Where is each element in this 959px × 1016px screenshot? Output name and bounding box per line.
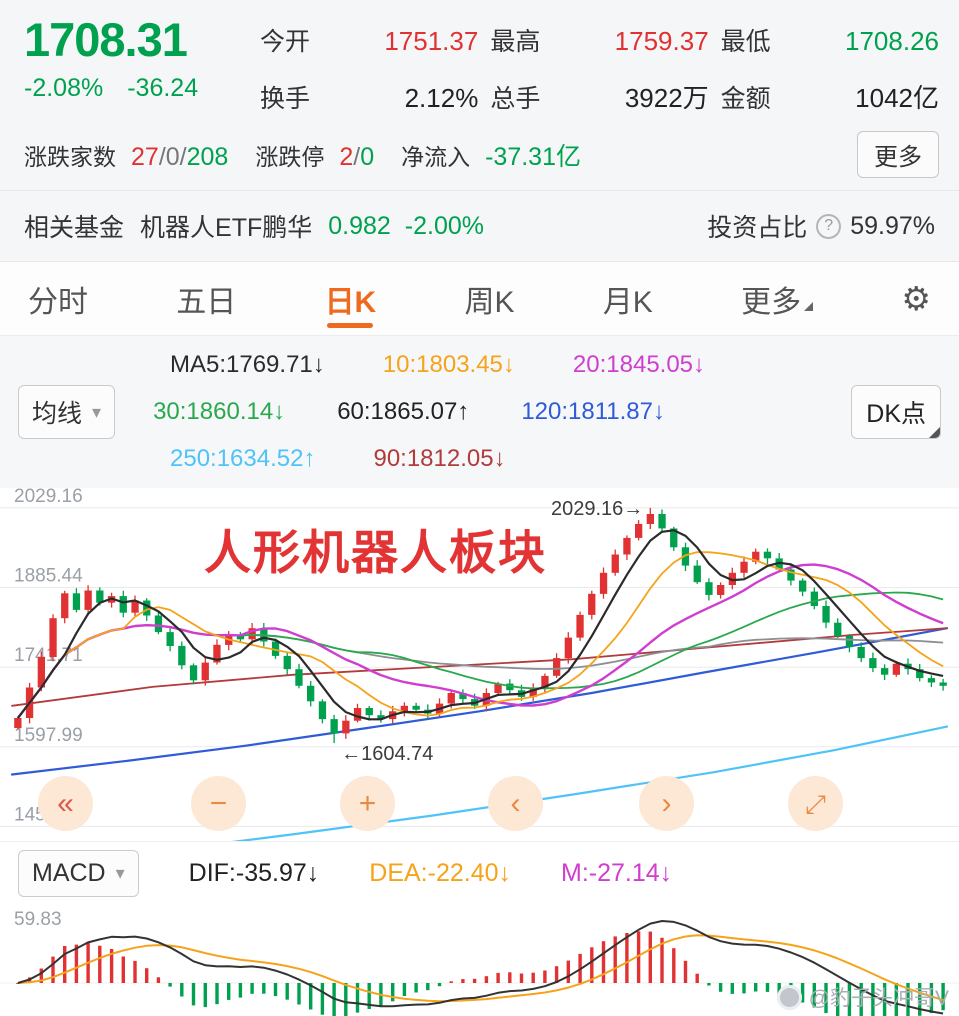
current-price: 1708.31 — [24, 13, 188, 66]
fund-name-link[interactable]: 机器人ETF鹏华 — [140, 214, 313, 242]
ma250-value: 250:1634.52↑ — [170, 445, 316, 472]
limit-updown-label: 涨跌停 — [255, 143, 325, 170]
limit-updown-value: 2/0 — [339, 142, 375, 171]
related-fund-label: 相关基金 — [24, 214, 125, 242]
svg-text:1741.71: 1741.71 — [14, 645, 83, 666]
fund-change: -2.00% — [404, 211, 485, 240]
chevron-down-icon: ▾ — [115, 863, 125, 883]
fast-backward-button[interactable]: « — [38, 776, 93, 831]
stat-label-high: 最高 — [490, 28, 541, 56]
stat-label-volume: 总手 — [490, 85, 541, 113]
svg-text:1885.44: 1885.44 — [14, 566, 83, 587]
investment-ratio-value: 59.97% — [850, 211, 935, 240]
limit-updown: 涨跌停 2/0 — [255, 138, 374, 172]
macd-header: MACD ▾ DIF:-35.97↓ DEA:-22.40↓ M:-27.14↓ — [0, 841, 959, 905]
dk-point-button[interactable]: DK点 — [851, 385, 941, 439]
svg-text:1597.99: 1597.99 — [14, 725, 83, 746]
net-inflow-value: -37.31亿 — [485, 142, 581, 171]
pan-left-button[interactable]: ‹ — [488, 776, 543, 831]
investment-ratio-label: 投资占比 — [707, 214, 808, 242]
ma120-value: 120:1811.87↓ — [521, 398, 665, 425]
divider — [0, 261, 959, 262]
stat-value-low: 1708.26 — [845, 26, 939, 56]
tab-monthly-k[interactable]: 月K — [602, 285, 653, 319]
stat-label-low: 最低 — [720, 28, 771, 56]
ma-values-row-1: MA5:1769.71↓ 10:1803.45↓ 20:1845.05↓ — [18, 351, 941, 379]
kline-chart-area[interactable]: 2029.161885.441741.711597.991454.272029.… — [0, 488, 959, 841]
market-breadth-row: 涨跌家数 27/0/208 涨跌停 2/0 净流入 -37.31亿 更多 — [0, 119, 959, 190]
tab-weekly-k[interactable]: 周K — [464, 285, 515, 319]
author-watermark: @豹子头冲哥V — [776, 982, 949, 1012]
svg-text:2029.16: 2029.16 — [14, 488, 83, 507]
fold-corner-icon — [929, 427, 940, 438]
divider — [0, 190, 959, 191]
tab-more[interactable]: 更多 — [741, 262, 814, 335]
stat-label-turnover: 换手 — [260, 85, 311, 113]
macd-dif-value: DIF:-35.97↓ — [188, 859, 320, 887]
ma90-value: 90:1812.05↓ — [373, 445, 506, 472]
macd-m-value: M:-27.14↓ — [561, 859, 673, 887]
stats-grid: 今开 1751.37 最高 1759.37 最低 1708.26 换手 2.12… — [260, 16, 939, 115]
ma60-value: 60:1865.07↑ — [337, 398, 470, 425]
macd-selector-button[interactable]: MACD ▾ — [18, 850, 139, 897]
macd-dea-value: DEA:-22.40↓ — [369, 859, 512, 887]
stat-value-turnover: 2.12% — [404, 83, 479, 113]
quote-header: 1708.31 -2.08% -36.24 今开 1751.37 最高 1759… — [0, 0, 959, 119]
advance-decline: 涨跌家数 27/0/208 — [24, 138, 228, 172]
change-percent: -2.08% — [24, 73, 104, 102]
ma5-value: MA5:1769.71↓ — [170, 351, 325, 378]
ma-values-row-3: 250:1634.52↑ 90:1812.05↓ — [18, 445, 941, 473]
fullscreen-button[interactable]: ⤢ — [788, 776, 843, 831]
pan-right-button[interactable]: › — [639, 776, 694, 831]
chevron-down-icon: ▾ — [92, 401, 102, 422]
stat-value-volume: 3922万 — [624, 83, 709, 113]
fund-price: 0.982 — [328, 211, 391, 240]
stat-label-amount: 金额 — [720, 85, 771, 113]
ma-indicator-panel: MA5:1769.71↓ 10:1803.45↓ 20:1845.05↓ 均线 … — [0, 336, 959, 488]
svg-text:2029.16→: 2029.16→ — [551, 498, 643, 520]
macd-axis-top-label: 59.83 — [14, 909, 62, 930]
svg-text:←1604.74: ←1604.74 — [341, 743, 433, 765]
ma30-value: 30:1860.14↓ — [153, 398, 286, 425]
gear-icon[interactable]: ⚙ — [901, 280, 931, 317]
watermark-logo-icon — [776, 984, 802, 1010]
stat-value-high: 1759.37 — [614, 26, 709, 56]
advance-decline-label: 涨跌家数 — [24, 143, 116, 170]
ma10-value: 10:1803.45↓ — [382, 351, 515, 378]
change-value: -36.24 — [127, 73, 199, 102]
macd-chart[interactable] — [0, 905, 959, 1016]
tab-5day[interactable]: 五日 — [176, 285, 237, 319]
more-button[interactable]: 更多 — [857, 131, 939, 178]
info-icon[interactable]: ? — [816, 213, 842, 239]
net-inflow: 净流入 -37.31亿 — [401, 137, 581, 173]
period-tabs: 分时 五日 日K 周K 月K 更多 ⚙ — [0, 262, 959, 336]
ma-selector-button[interactable]: 均线 ▾ — [18, 385, 116, 439]
price-block: 1708.31 -2.08% -36.24 — [24, 16, 260, 115]
net-inflow-label: 净流入 — [401, 143, 471, 170]
watermark-text: @豹子头冲哥V — [808, 987, 949, 1010]
stat-label-open: 今开 — [260, 28, 311, 56]
investment-ratio: 投资占比 ? 59.97% — [707, 208, 935, 244]
stat-value-amount: 1042亿 — [855, 83, 939, 113]
dropdown-corner-icon — [804, 302, 814, 311]
tab-daily-k[interactable]: 日K — [325, 262, 377, 335]
tab-intraday[interactable]: 分时 — [28, 285, 88, 319]
advance-decline-value: 27/0/208 — [131, 142, 229, 171]
ma20-value: 20:1845.05↓ — [572, 351, 706, 378]
zoom-in-button[interactable]: + — [340, 776, 395, 831]
price-change: -2.08% -36.24 — [24, 74, 260, 103]
stat-value-open: 1751.37 — [384, 26, 479, 56]
zoom-out-button[interactable]: − — [191, 776, 246, 831]
related-fund-row: 相关基金 机器人ETF鹏华 0.982 -2.00% 投资占比 ? 59.97% — [0, 191, 959, 261]
ma-values-row-2: 均线 ▾ 30:1860.14↓ 60:1865.07↑ 120:1811.87… — [18, 385, 941, 439]
